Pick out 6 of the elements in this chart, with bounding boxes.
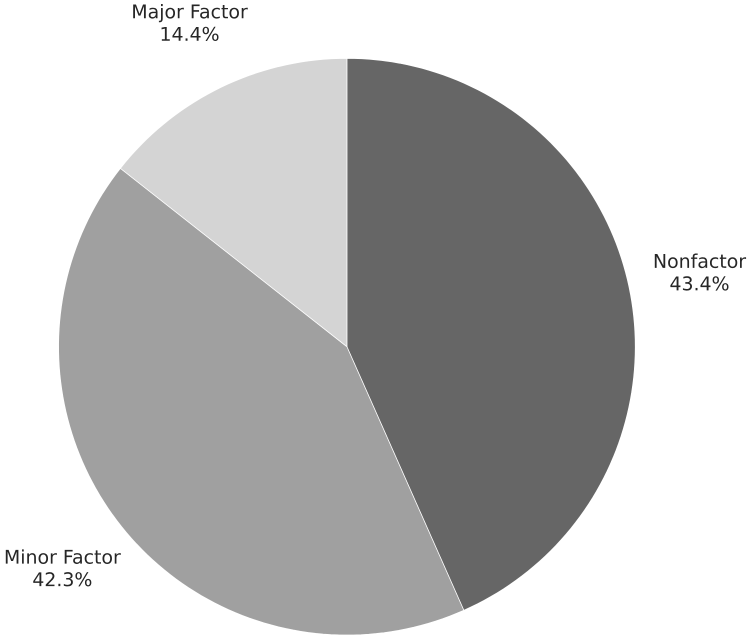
slice-label: Major Factor (133, 4, 248, 22)
slice-label: Minor Factor (6, 549, 121, 564)
data-label: 43.4% (670, 276, 728, 290)
data-label: 14.4% (162, 26, 219, 41)
slice-label: Nonfactor (654, 253, 746, 268)
data-label: 42.3% (33, 572, 92, 586)
